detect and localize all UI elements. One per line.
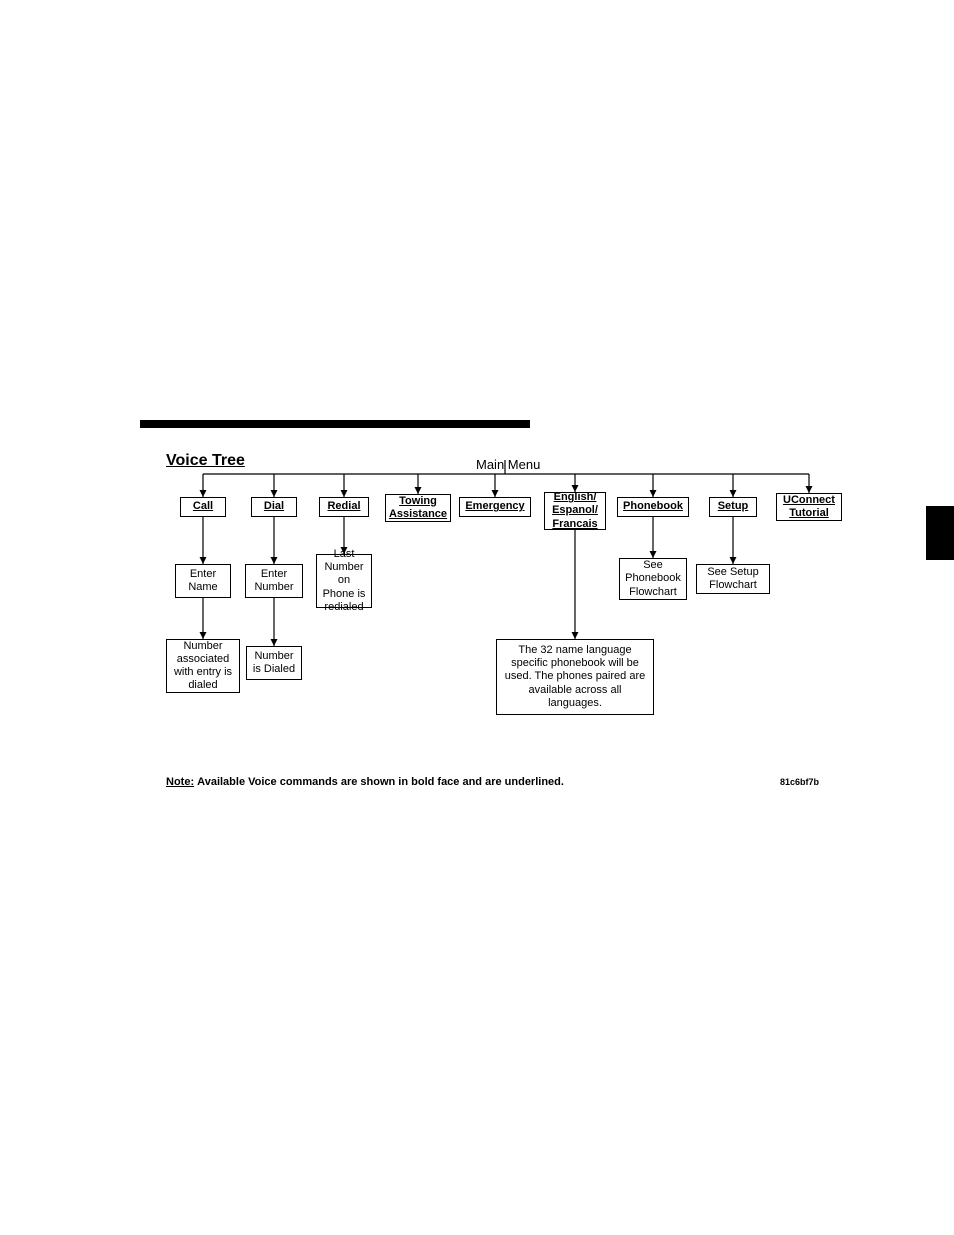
footnote: Note: Available Voice commands are shown… [166,776,564,788]
node-towing: Towing Assistance [385,494,451,522]
node-see_setup: See Setup Flowchart [696,564,770,594]
node-emergency: Emergency [459,497,531,517]
footnote-text: Available Voice commands are shown in bo… [197,776,564,788]
node-phonebook: Phonebook [617,497,689,517]
flowchart-lines [0,0,954,1235]
node-enter_name: Enter Name [175,564,231,598]
node-num_assoc: Number associated with entry is dialed [166,639,240,693]
node-num_dialed: Number is Dialed [246,646,302,680]
node-see_pb: See Phonebook Flowchart [619,558,687,600]
node-lang_desc: The 32 name language specific phonebook … [496,639,654,715]
node-redial: Redial [319,497,369,517]
node-dial: Dial [251,497,297,517]
doc-code: 81c6bf7b [780,777,819,787]
footnote-label: Note: [166,776,194,788]
node-call: Call [180,497,226,517]
node-enter_number: Enter Number [245,564,303,598]
page: Voice Tree Main Menu CallDialRedialTowin… [0,0,954,1235]
node-last_number: Last Number on Phone is redialed [316,554,372,608]
node-setup: Setup [709,497,757,517]
node-uconnect: UConnect Tutorial [776,493,842,521]
node-lang: English/Espanol/Francais [544,492,606,530]
